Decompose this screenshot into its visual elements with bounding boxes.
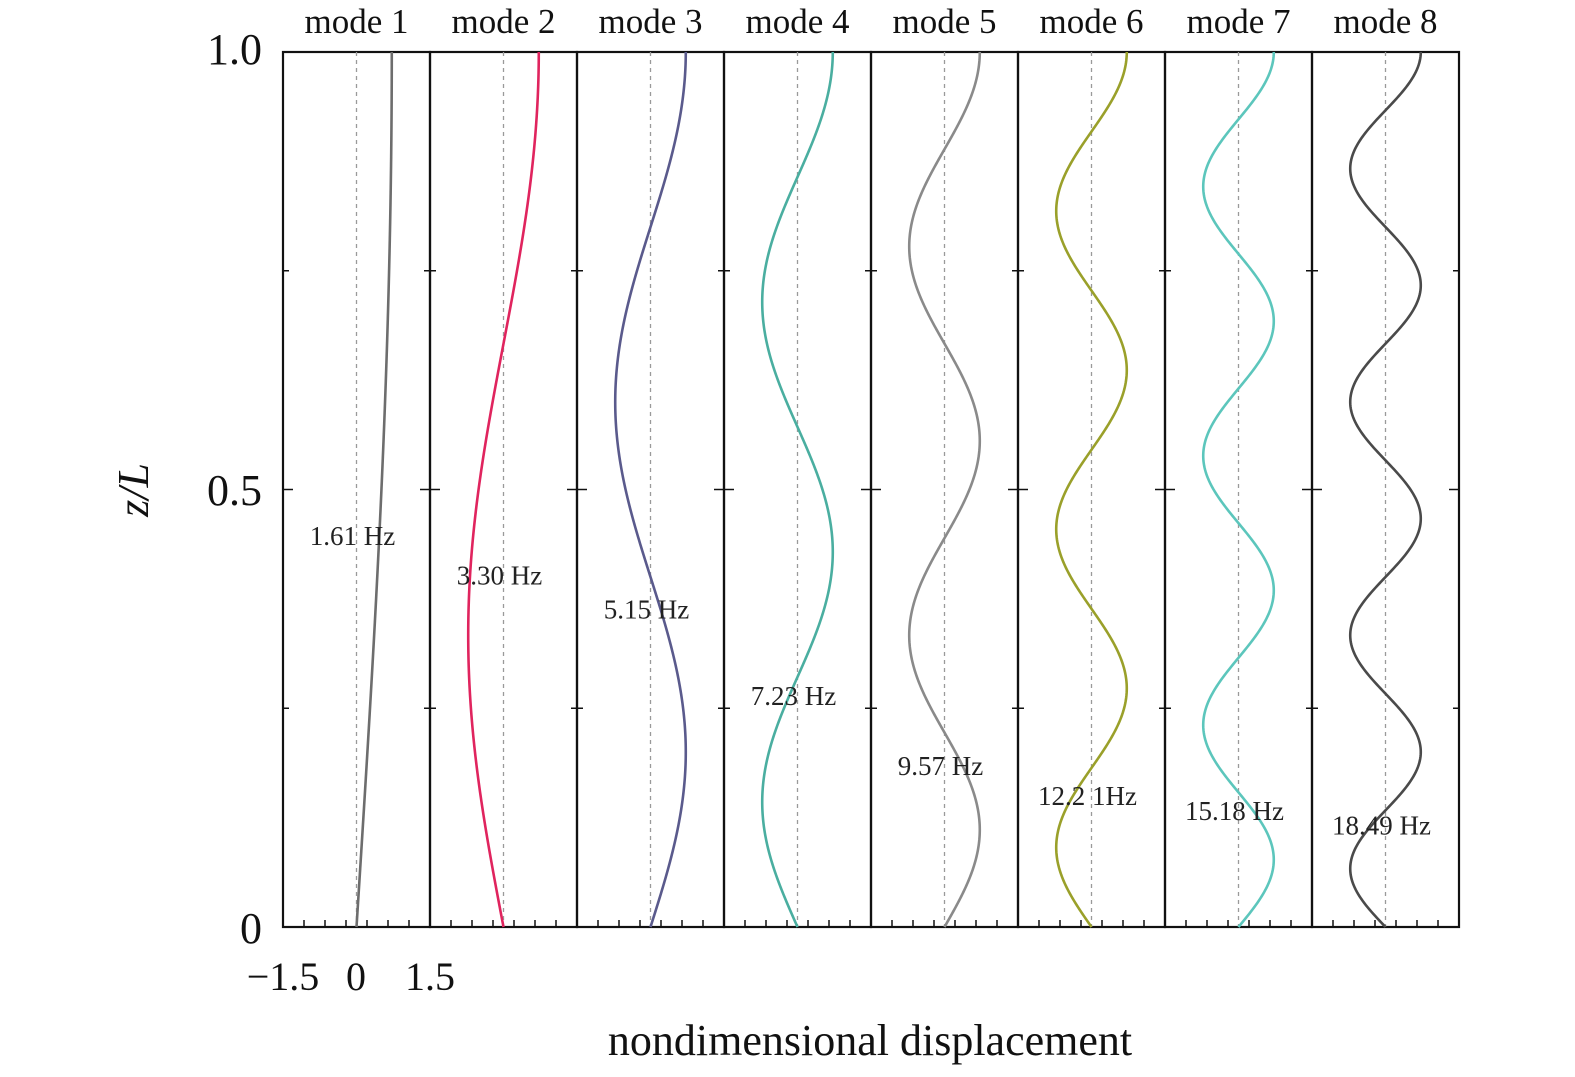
mode-3-frequency-label: 5.15 Hz <box>604 595 689 625</box>
mode-2-shape-line <box>466 52 541 928</box>
x-axis: −1.5 0 1.5 nondimensional displacement <box>247 954 1132 1065</box>
mode-7-frequency-label: 15.18 Hz <box>1185 796 1284 826</box>
x-tick-label-min: −1.5 <box>247 954 320 999</box>
mode-6-title: mode 6 <box>1039 2 1143 41</box>
mode-1-shape-line <box>355 52 394 928</box>
mode-8-title: mode 8 <box>1333 2 1437 41</box>
mode-1-title: mode 1 <box>304 2 408 41</box>
mode-5-title: mode 5 <box>892 2 996 41</box>
mode-2-frequency-label: 3.30 Hz <box>457 560 542 590</box>
y-tick-label-top: 1.0 <box>207 25 262 74</box>
mode-4-shape-line <box>760 51 835 928</box>
mode-3-shape-line <box>613 51 688 928</box>
mode-4-title: mode 4 <box>745 2 849 41</box>
mode-8-shape-line <box>1348 51 1423 928</box>
y-tick-label-mid: 0.5 <box>207 466 262 515</box>
mode-3-title: mode 3 <box>598 2 702 41</box>
mode-7-title: mode 7 <box>1186 2 1290 41</box>
y-axis: 1.0 0.5 0 z/L <box>109 25 262 953</box>
panels: mode 1 1.61 Hz mode 2 3.30 Hz mode 3 5.15 Hz m… <box>281 2 1461 929</box>
x-tick-label-zero: 0 <box>346 954 366 999</box>
mode-7-shape-line <box>1201 51 1276 928</box>
y-tick-label-bottom: 0 <box>240 904 262 953</box>
mode-6-shape-line <box>1054 51 1129 928</box>
x-axis-label: nondimensional displacement <box>608 1016 1132 1065</box>
y-axis-label: z/L <box>109 463 158 518</box>
mode-1-frequency-label: 1.61 Hz <box>310 521 395 551</box>
mode-2-title: mode 2 <box>451 2 555 41</box>
mode-8-frequency-label: 18.49 Hz <box>1332 811 1431 841</box>
mode-6-frequency-label: 12.2 1Hz <box>1038 781 1137 811</box>
mode-5-shape-line <box>907 51 982 928</box>
mode-4-frequency-label: 7.23 Hz <box>751 681 836 711</box>
mode-5-frequency-label: 9.57 Hz <box>898 751 983 781</box>
x-tick-label-max: 1.5 <box>405 954 455 999</box>
